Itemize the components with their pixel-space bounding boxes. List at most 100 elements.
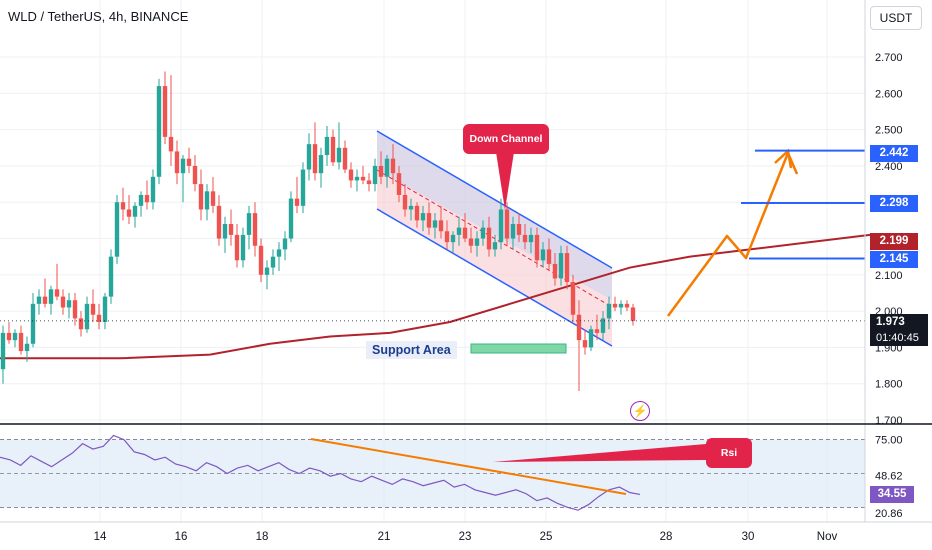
candle-body-17 <box>102 296 108 322</box>
ma-tag: 2.199 <box>870 233 918 250</box>
candle-body-21 <box>126 209 132 217</box>
candle-body-93 <box>558 253 564 279</box>
candle-body-11 <box>66 300 72 308</box>
candle-body-84 <box>504 209 510 239</box>
candle-body-41 <box>246 213 252 235</box>
candles <box>0 71 865 391</box>
target-tag-2298: 2.298 <box>870 195 918 212</box>
countdown-tag: 01:40:45 <box>870 330 928 346</box>
candle-body-77 <box>462 227 468 239</box>
candle-body-33 <box>198 184 204 210</box>
candle-body-83 <box>498 209 504 243</box>
candle-body-70 <box>420 213 426 221</box>
projection-path <box>666 148 799 317</box>
candle-body-40 <box>240 234 246 261</box>
candle-body-14 <box>84 303 90 330</box>
candle-body-62 <box>372 165 378 185</box>
candle-body-1 <box>6 332 12 341</box>
candle-body-101 <box>606 303 612 319</box>
time-tick-8: Nov <box>817 531 838 543</box>
candle-body-98 <box>588 329 594 348</box>
moving-average <box>0 233 871 360</box>
price-tick-1: 2.600 <box>875 88 903 100</box>
candle-body-3 <box>18 332 24 352</box>
candle-body-12 <box>72 300 78 319</box>
candle-body-80 <box>480 227 486 239</box>
candle-body-15 <box>90 303 96 315</box>
target-tag-2145: 2.145 <box>870 251 918 268</box>
price-tick-0: 2.700 <box>875 52 903 64</box>
time-tick-0: 14 <box>94 531 107 543</box>
candle-body-0 <box>0 332 6 370</box>
candle-body-49 <box>294 198 300 206</box>
candle-body-59 <box>354 176 360 181</box>
candle-body-73 <box>438 220 444 232</box>
candle-body-50 <box>300 169 306 206</box>
target-lines <box>741 149 865 260</box>
price-tick-6: 2.100 <box>875 270 903 282</box>
rsi-trendline <box>310 438 627 495</box>
rsi-tick-1: 48.62 <box>875 470 903 482</box>
candle-body-85 <box>510 224 516 239</box>
candle-body-105 <box>630 307 636 321</box>
candle-body-78 <box>468 238 474 246</box>
candle-body-60 <box>360 176 366 181</box>
candle-body-7 <box>42 296 48 304</box>
current-price-tag: 1.973 <box>870 314 928 330</box>
candle-body-81 <box>486 227 492 250</box>
candle-body-94 <box>564 253 570 283</box>
candle-body-6 <box>36 296 42 304</box>
candle-body-102 <box>612 303 618 308</box>
candle-body-56 <box>336 147 342 163</box>
candle-body-88 <box>528 234 534 243</box>
candle-body-103 <box>618 303 624 308</box>
candle-body-38 <box>228 224 234 235</box>
candle-body-92 <box>552 263 558 279</box>
candle-body-71 <box>426 213 432 228</box>
candle-body-61 <box>366 180 372 185</box>
rsi-panel: 75.00 48.62 20.86 <box>0 435 903 520</box>
candle-body-72 <box>432 220 438 228</box>
candle-body-19 <box>114 202 120 257</box>
candle-body-64 <box>384 158 390 177</box>
candle-body-89 <box>534 234 540 261</box>
candle-body-45 <box>270 256 276 268</box>
candle-body-52 <box>312 144 318 174</box>
candle-body-65 <box>390 158 396 174</box>
candle-body-51 <box>306 144 312 170</box>
target-tag-2442: 2.442 <box>870 145 918 162</box>
time-tick-4: 23 <box>459 531 472 543</box>
rsi-callout-pointer <box>493 444 706 462</box>
time-tick-6: 28 <box>660 531 673 543</box>
candle-body-67 <box>402 194 408 210</box>
candle-body-69 <box>414 205 420 221</box>
candle-body-8 <box>48 289 54 304</box>
candle-body-36 <box>216 205 222 239</box>
channel-bottom <box>376 208 613 347</box>
candle-body-37 <box>222 224 228 239</box>
price-tick-10: 1.700 <box>875 415 903 427</box>
price-tick-3: 2.400 <box>875 161 903 173</box>
candle-body-25 <box>150 176 156 203</box>
candle-body-74 <box>444 231 450 243</box>
down-channel-callout: Down Channel <box>463 124 549 154</box>
support-rect <box>470 343 567 354</box>
candle-body-86 <box>516 224 522 235</box>
candle-body-39 <box>234 234 240 261</box>
rsi-callout: Rsi <box>706 438 752 468</box>
candle-body-23 <box>138 194 144 206</box>
support-area-label: Support Area <box>366 341 457 359</box>
currency-select[interactable]: USDT <box>870 6 922 30</box>
candle-body-22 <box>132 205 138 217</box>
candle-body-4 <box>24 343 30 352</box>
candle-body-104 <box>624 303 630 308</box>
candle-body-53 <box>318 155 324 174</box>
alert-icon[interactable]: ⚡ <box>630 401 650 421</box>
candle-body-20 <box>120 202 126 210</box>
time-tick-1: 16 <box>175 531 188 543</box>
candle-body-26 <box>156 86 162 177</box>
candle-body-82 <box>492 242 498 250</box>
candle-body-16 <box>96 314 102 322</box>
candle-body-24 <box>144 194 150 203</box>
